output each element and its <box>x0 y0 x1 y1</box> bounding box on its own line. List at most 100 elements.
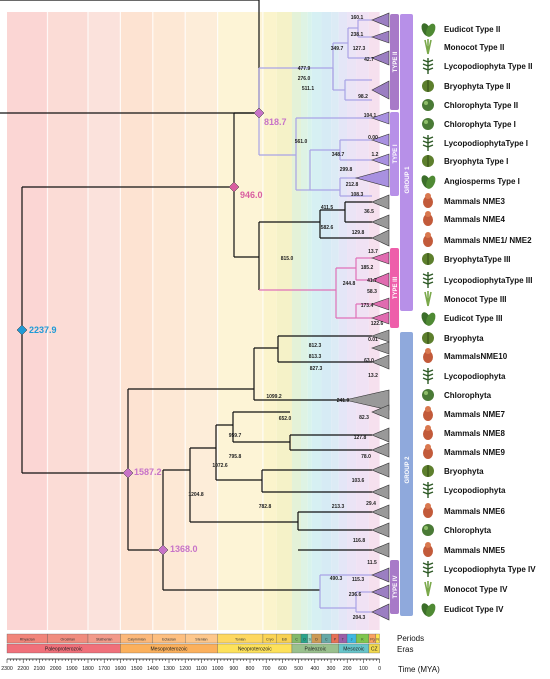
axis-tick-label: 1700 <box>98 666 110 672</box>
lycopod-icon-fronds <box>422 368 434 384</box>
green-alga-icon-body <box>422 389 434 401</box>
green-alga-icon-spot <box>424 120 428 124</box>
taxon-name: Lycopodiophyta <box>444 372 506 381</box>
moss-icon <box>422 465 434 477</box>
node-age-label: 812.3 <box>309 343 322 349</box>
type2-label: TYPE II <box>393 51 399 72</box>
taxon-row: Monocot Type II <box>424 39 504 55</box>
taxon-row: Mammals NME8 <box>423 425 505 440</box>
node-age-label: 813.3 <box>309 354 322 360</box>
mammal-icon-body <box>423 351 433 363</box>
node-age-label: 241.9 <box>337 398 350 404</box>
eudicot-icon-leaf-right <box>426 603 436 617</box>
era-label: Paleoproterozoic <box>45 647 83 653</box>
collapsed-clade-4 <box>371 111 390 125</box>
taxon-row: Bryophyta <box>422 332 484 344</box>
taxon-row: Monocot Type III <box>424 291 507 307</box>
axis-tick-label: 1000 <box>212 666 224 672</box>
green-alga-icon-body <box>422 99 434 111</box>
mammal-icon-head <box>425 425 431 431</box>
axis-tick-label: 1500 <box>131 666 143 672</box>
collapsed-clade-26 <box>371 542 390 558</box>
mammal-icon <box>423 348 433 363</box>
angiosperm-icon-leaf-right <box>426 175 436 189</box>
node-age-labels: 160.1 238.1 349.7 127.3 42.7 477.9 276.0 511.1 9… <box>188 15 383 621</box>
lycopod-icon-fronds <box>422 561 434 577</box>
collapsed-clade-20 <box>371 427 390 443</box>
taxon-name: Monocot Type IV <box>444 585 508 594</box>
mammal-icon <box>423 425 433 440</box>
collapsed-clade-10 <box>371 229 390 247</box>
angiosperm-icon <box>421 175 436 189</box>
node-age-label: 204.3 <box>353 615 366 621</box>
period-band-9 <box>291 12 302 630</box>
period-label: O <box>303 638 306 642</box>
collapsed-clade-3 <box>371 80 390 100</box>
taxon-row: Eudicot Type IV <box>421 603 504 617</box>
geologic-time-scale: Periods Eras Time (MYA) Rhyacian Orosiria… <box>1 633 440 674</box>
axis-tick-label: 1300 <box>163 666 175 672</box>
period-label: S <box>308 638 311 642</box>
group-bars: GROUP 1 GROUP 2 TYPE II TYPE I TYPE III … <box>390 14 413 616</box>
calibration-node-label: 2237.9 <box>29 325 57 335</box>
monocot-icon-blades <box>424 291 432 307</box>
collapsed-clade-13 <box>371 297 390 311</box>
lycopod-icon <box>422 368 434 384</box>
node-age-label: 490.3 <box>330 576 343 582</box>
eudicot-icon <box>421 603 436 617</box>
period-label: C <box>295 638 298 642</box>
mammal-icon-body <box>423 235 433 247</box>
lycopod-icon <box>422 561 434 577</box>
node-age-label: 212.8 <box>346 182 359 188</box>
periods-row-label: Periods <box>397 634 424 643</box>
period-band-6 <box>217 12 263 630</box>
taxon-name: Mammals NME9 <box>444 448 505 457</box>
collapsed-clade-9 <box>371 214 390 230</box>
taxon-row: Mammals NME5 <box>423 542 505 557</box>
taxon-name: LycopodiophytaType I <box>444 139 528 148</box>
node-age-label: 1.2 <box>372 152 379 158</box>
monocot-icon <box>424 581 432 597</box>
monocot-icon-blades <box>424 39 432 55</box>
node-age-label: 236.6 <box>349 592 362 598</box>
node-age-label: 173.4 <box>361 303 374 309</box>
group2-label: GROUP 2 <box>405 456 411 484</box>
axis-tick-label: 0 <box>378 666 381 672</box>
axis-tick-label: 1200 <box>179 666 191 672</box>
taxon-row: Monocot Type IV <box>424 581 508 597</box>
moss-icon <box>422 155 434 167</box>
taxon-name: Lycopodiophyta Type IV <box>444 565 536 574</box>
lycopod-icon-fronds <box>422 58 434 74</box>
node-age-label: 58.3 <box>367 289 377 295</box>
taxon-row: Mammals NME7 <box>423 406 505 421</box>
moss-icon <box>422 253 434 265</box>
lycopod-icon <box>422 482 434 498</box>
node-age-label: 104.1 <box>364 113 377 119</box>
node-age-label: 1099.2 <box>266 394 282 400</box>
axis-tick-label: 1400 <box>147 666 159 672</box>
taxon-name: Bryophyta <box>444 467 484 476</box>
taxon-row: MammalsNME10 <box>423 348 508 363</box>
calibration-node-marker <box>157 544 169 556</box>
era-cell <box>368 643 380 654</box>
axis-tick-label: 600 <box>278 666 287 672</box>
period-label: P <box>334 638 337 642</box>
period-band-5 <box>185 12 218 630</box>
moss-icon <box>422 332 434 344</box>
node-age-label: 244.8 <box>343 281 356 287</box>
period-label: N <box>376 638 379 642</box>
period-label: Ectasian <box>162 638 176 642</box>
taxon-row: Chlorophyta Type II <box>422 99 518 111</box>
group1-bar <box>400 14 413 311</box>
node-age-label: 98.2 <box>358 94 368 100</box>
node-age-label: 129.8 <box>352 230 365 236</box>
period-label: Pg <box>370 638 374 642</box>
node-age-label: 0.00 <box>368 135 378 141</box>
period-label: C <box>325 638 328 642</box>
period-label: D <box>315 638 318 642</box>
period-band-7 <box>262 12 277 630</box>
type3-label: TYPE III <box>393 277 399 300</box>
green-alga-icon-body <box>422 524 434 536</box>
mammal-icon-head <box>425 232 431 238</box>
taxon-name: MammalsNME10 <box>444 352 508 361</box>
